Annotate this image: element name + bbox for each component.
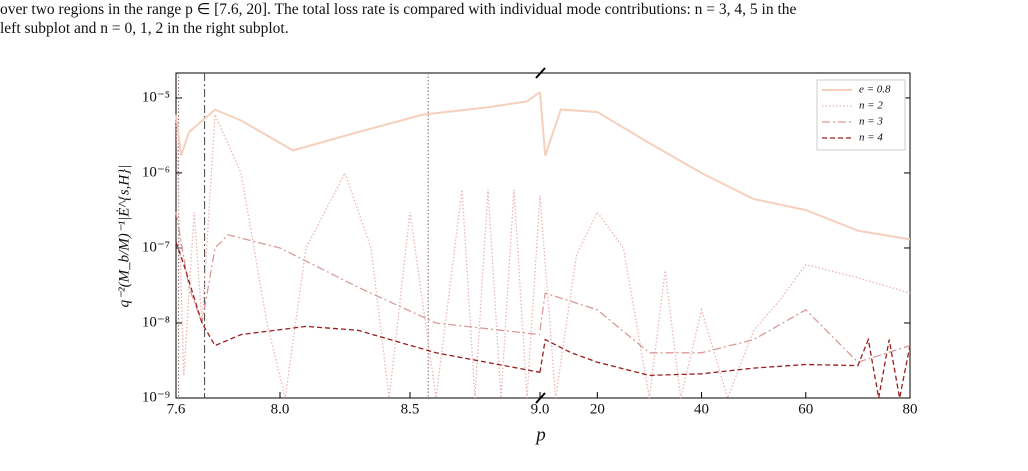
series-line xyxy=(175,212,541,336)
legend-label: n = 4 xyxy=(859,132,883,144)
y-tick-label: 10⁻⁹ xyxy=(142,389,170,405)
caption-line: left subplot and n = 0, 1, 2 in the righ… xyxy=(0,20,289,37)
x-tick-label: 40 xyxy=(694,401,709,417)
x-tick-label: 8.0 xyxy=(271,401,290,417)
x-tick-label: 7.6 xyxy=(167,401,186,417)
x-tick-label: 60 xyxy=(798,401,813,417)
y-axis-label: q⁻²(M_b/M)⁻¹|Ė^{s,H}| xyxy=(116,165,132,308)
y-tick-label: 10⁻⁸ xyxy=(142,314,170,330)
x-axis-label: p xyxy=(534,424,546,445)
series-line xyxy=(539,337,911,399)
x-tick-label: 8.5 xyxy=(401,401,420,417)
legend-label: n = 3 xyxy=(859,116,883,128)
caption-line: over two regions in the range p ∈ [7.6, … xyxy=(0,1,797,18)
legend-label: e = 0.8 xyxy=(859,84,891,96)
y-tick-label: 10⁻⁶ xyxy=(142,164,170,180)
x-tick-label: 80 xyxy=(903,401,918,417)
series-line xyxy=(539,195,911,401)
series-line xyxy=(175,241,541,373)
x-tick-label: 9.0 xyxy=(531,401,550,417)
series-line xyxy=(539,91,911,241)
x-tick-label: 20 xyxy=(590,401,605,417)
y-tick-label: 10⁻⁵ xyxy=(142,89,170,105)
series-line xyxy=(175,91,541,157)
series-line xyxy=(175,114,541,399)
axis-break xyxy=(535,67,546,79)
plot-frame xyxy=(175,72,911,399)
y-tick-label: 10⁻⁷ xyxy=(142,239,170,255)
series-line xyxy=(539,292,911,363)
legend-label: n = 2 xyxy=(859,100,883,112)
